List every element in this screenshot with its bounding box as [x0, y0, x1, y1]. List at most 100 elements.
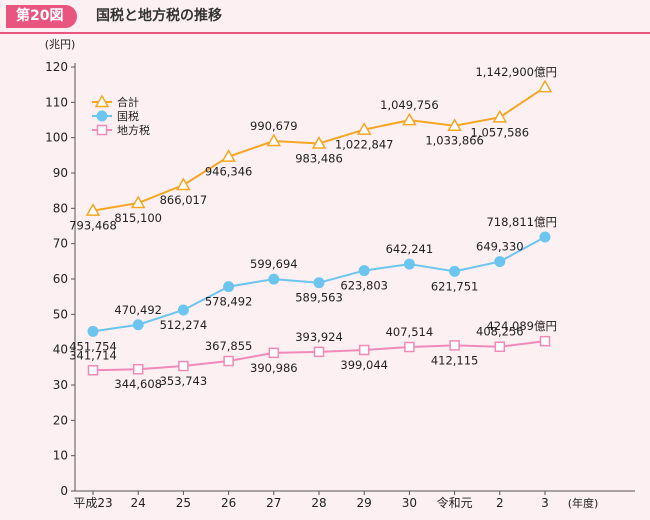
legend-label: 地方税	[117, 123, 150, 137]
y-tick-label: 70	[53, 237, 68, 251]
y-tick-label: 80	[53, 201, 68, 215]
y-tick-label: 0	[60, 484, 68, 498]
data-label: 623,803	[340, 279, 388, 293]
x-tick-label: 3	[541, 496, 549, 510]
data-point	[266, 133, 282, 147]
data-label: 353,743	[160, 374, 208, 388]
header-divider	[0, 32, 650, 34]
y-axis-unit: (兆円)	[45, 38, 76, 51]
data-label: 512,274	[160, 318, 208, 332]
data-label: 390,986	[250, 361, 298, 375]
data-point	[449, 340, 460, 351]
data-label: 642,241	[386, 242, 434, 256]
data-label: 793,468	[69, 219, 117, 233]
data-label: 408,256	[476, 325, 524, 339]
data-point	[223, 281, 235, 293]
data-label: 990,679	[250, 119, 298, 133]
y-tick-label: 10	[53, 449, 68, 463]
x-tick-label: 28	[311, 496, 326, 510]
data-point	[494, 256, 506, 268]
x-tick-label: 30	[402, 496, 417, 510]
data-point	[402, 112, 417, 126]
y-tick-label: 50	[53, 307, 68, 321]
data-point	[539, 231, 551, 243]
y-tick-label: 120	[45, 60, 68, 74]
data-point	[492, 109, 508, 123]
data-point	[177, 304, 189, 316]
data-label: 718,811億円	[486, 215, 557, 229]
data-label: 451,754	[69, 339, 117, 353]
legend-label: 国税	[117, 109, 139, 123]
data-point	[268, 273, 280, 285]
data-point	[87, 325, 99, 337]
data-point	[539, 335, 551, 347]
data-label: 1,142,900億円	[475, 65, 557, 79]
data-label: 1,057,586	[471, 125, 530, 139]
data-label: 621,751	[431, 279, 479, 293]
data-label: 424,089億円	[486, 319, 557, 333]
data-point	[313, 346, 325, 358]
x-tick-label: 26	[221, 496, 236, 510]
data-point	[223, 355, 234, 367]
data-point	[403, 258, 415, 270]
data-point	[356, 122, 372, 135]
y-tick-label: 90	[53, 166, 68, 180]
legend-label: 合計	[117, 95, 139, 109]
x-tick-label: 平成23	[73, 496, 112, 510]
data-label: 393,924	[295, 330, 343, 344]
x-tick-label: 令和元	[437, 495, 473, 510]
y-tick-label: 20	[53, 413, 68, 427]
legend-marker	[94, 94, 110, 108]
data-point	[178, 360, 189, 372]
data-label: 815,100	[114, 211, 162, 225]
data-point	[132, 363, 144, 375]
y-tick-label: 100	[45, 131, 68, 145]
x-tick-label: 25	[176, 496, 191, 510]
figure-number-badge: 第20図	[6, 5, 78, 28]
data-point	[449, 265, 461, 277]
data-point	[311, 135, 327, 149]
data-point	[85, 203, 101, 216]
figure-header: 第20図 国税と地方税の推移	[0, 0, 650, 34]
data-label: 341,714	[69, 348, 117, 362]
data-point	[358, 344, 370, 356]
y-tick-label: 40	[53, 343, 68, 357]
x-tick-label: 24	[131, 496, 146, 510]
x-tick-label: 29	[357, 496, 372, 510]
data-label: 399,044	[340, 358, 388, 372]
data-label: 344,608	[114, 377, 162, 391]
data-point	[221, 149, 236, 162]
data-point	[358, 265, 370, 277]
data-point	[313, 277, 325, 289]
figure-title: 国税と地方税の推移	[96, 8, 222, 24]
data-label: 1,022,847	[335, 138, 394, 152]
data-point	[494, 341, 506, 352]
data-label: 599,694	[250, 257, 298, 271]
data-label: 367,855	[205, 339, 253, 353]
y-tick-label: 30	[53, 378, 68, 392]
x-axis-unit: (年度)	[568, 496, 599, 510]
legend-marker	[96, 110, 108, 122]
data-label: 412,115	[431, 353, 479, 367]
y-tick-label: 110	[45, 95, 68, 109]
data-label: 946,346	[205, 165, 253, 179]
data-point	[537, 79, 553, 93]
data-label: 1,049,756	[380, 98, 439, 112]
data-label: 866,017	[160, 193, 208, 207]
x-tick-label: 2	[496, 496, 504, 510]
data-point	[132, 319, 144, 331]
y-tick-label: 60	[53, 272, 68, 286]
data-point	[176, 177, 191, 191]
data-point	[130, 195, 146, 209]
data-label: 1,033,866	[425, 134, 484, 148]
data-point	[447, 118, 462, 131]
data-label: 589,563	[295, 291, 343, 305]
data-label: 407,514	[386, 325, 434, 339]
data-label: 983,486	[295, 152, 343, 166]
data-label: 649,330	[476, 240, 524, 254]
data-label: 470,492	[114, 303, 162, 317]
data-label: 578,492	[205, 295, 253, 309]
data-point	[404, 341, 415, 353]
data-point	[268, 347, 280, 359]
